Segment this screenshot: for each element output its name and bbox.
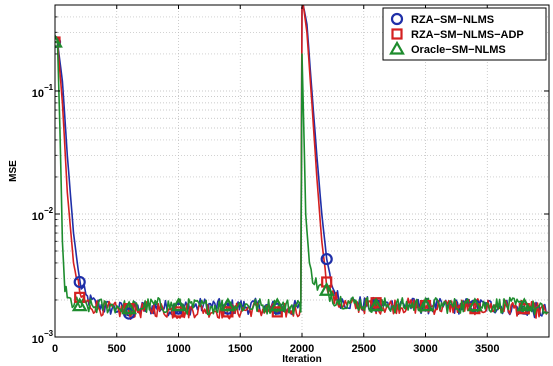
y-axis-ticks: 10−310−210−1 bbox=[32, 4, 549, 346]
y-tick-label-1: 10 bbox=[32, 211, 44, 223]
series-1-marker-4 bbox=[222, 306, 234, 318]
y-tick-label-0: 10 bbox=[32, 334, 44, 346]
x-tick-label-0: 0 bbox=[52, 343, 58, 355]
x-tick-label-4: 2000 bbox=[290, 343, 314, 355]
markers-group bbox=[55, 33, 533, 320]
x-tick-label-3: 1500 bbox=[228, 343, 252, 355]
y-tick-exponent-1: −2 bbox=[44, 206, 54, 215]
series-line-2 bbox=[55, 41, 549, 316]
legend-marker-1 bbox=[391, 28, 403, 40]
x-tick-label-7: 3500 bbox=[475, 343, 499, 355]
y-tick-exponent-0: −3 bbox=[44, 329, 54, 338]
legend-marker-0 bbox=[390, 12, 404, 26]
series-0-marker-6 bbox=[320, 252, 333, 266]
y-axis-label: MSE bbox=[8, 160, 19, 182]
series-1-marker-3 bbox=[172, 306, 185, 318]
x-tick-label-6: 3000 bbox=[413, 343, 437, 355]
series-1-marker-1 bbox=[74, 291, 86, 303]
series-2-marker-3 bbox=[170, 297, 187, 312]
legend-label-1: RZA−SM−NLMS−ADP bbox=[411, 29, 524, 41]
y-tick-exponent-2: −1 bbox=[44, 83, 54, 92]
series-2-marker-7 bbox=[368, 297, 384, 312]
series-2-marker-1 bbox=[71, 297, 88, 312]
y-tick-label-2: 10 bbox=[32, 88, 44, 100]
x-tick-label-5: 2500 bbox=[352, 343, 376, 355]
legend-marker-2 bbox=[389, 40, 405, 55]
series-2-marker-6 bbox=[318, 282, 335, 296]
x-tick-label-2: 1000 bbox=[166, 343, 190, 355]
series-0-marker-1 bbox=[73, 275, 86, 289]
x-axis-label: Iteration bbox=[282, 354, 321, 365]
legend: RZA−SM−NLMS RZA−SM−NLMS−ADP Oracle−SM−NLMS bbox=[382, 7, 547, 61]
series-2-marker-8 bbox=[417, 297, 434, 312]
series-2-marker-4 bbox=[220, 297, 236, 312]
series-1-marker-6 bbox=[321, 276, 333, 288]
series-2-marker-0 bbox=[55, 33, 63, 48]
legend-label-2: Oracle−SM−NLMS bbox=[411, 44, 506, 56]
series-2-marker-9 bbox=[467, 297, 483, 312]
x-axis-ticks: 0 500 1000 1500 2000 2500 3000 3500 bbox=[52, 5, 499, 355]
series-1-marker-5 bbox=[271, 306, 283, 318]
x-tick-label-1: 500 bbox=[108, 343, 126, 355]
legend-label-0: RZA−SM−NLMS bbox=[411, 14, 494, 26]
legend-box bbox=[382, 7, 547, 61]
series-2-marker-10 bbox=[516, 297, 533, 312]
series-2-marker-2 bbox=[121, 300, 137, 315]
series-2-marker-5 bbox=[269, 297, 286, 312]
